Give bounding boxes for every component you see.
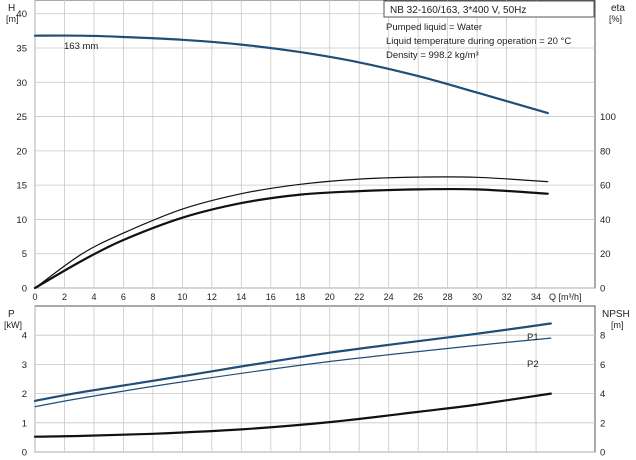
bottom-plot-area (34, 305, 596, 453)
bottom-right-tick-label: 0 (600, 448, 605, 459)
x-tick-label: 0 (32, 292, 37, 302)
top-left-axis-label-unit: [m] (6, 14, 19, 24)
x-tick-label: 10 (177, 292, 187, 302)
top-series-line-2 (33, 187, 549, 290)
top-series-line-1 (34, 176, 549, 289)
bottom-left-tick-label: 3 (22, 360, 27, 371)
top-right-tick-label: 60 (600, 181, 611, 192)
bottom-right-tick-label: 2 (600, 418, 605, 429)
x-tick-label: 28 (443, 292, 453, 302)
bottom-right-axis-label-unit: [m] (611, 320, 624, 330)
series-label-p2: P2 (527, 359, 539, 370)
top-series-line-0 (33, 34, 549, 115)
bottom-grid (34, 306, 595, 453)
x-tick-label: 16 (266, 292, 276, 302)
x-tick-label: 24 (384, 292, 394, 302)
top-grid (34, 0, 595, 289)
top-left-tick-label: 0 (22, 284, 27, 295)
x-tick-label: 8 (150, 292, 155, 302)
info-line-temperature: Liquid temperature during operation = 20… (386, 36, 571, 47)
x-tick-label: 18 (295, 292, 305, 302)
top-right-tick-label: 100 (600, 112, 616, 123)
top-right-tick-label: 40 (600, 215, 611, 226)
series-label-p1: P1 (527, 332, 539, 343)
top-series (33, 34, 549, 290)
top-left-axis-label-symbol: H (8, 3, 15, 14)
chart-title: NB 32-160/163, 3*400 V, 50Hz (390, 5, 526, 16)
bottom-left-tick-label: 0 (22, 448, 27, 459)
bottom-left-axis-label-unit: [kW] (4, 320, 22, 330)
x-tick-label: 4 (91, 292, 96, 302)
bottom-series (33, 322, 552, 438)
x-tick-label: 12 (207, 292, 217, 302)
x-tick-label: 6 (121, 292, 126, 302)
info-line-pumped-liquid: Pumped liquid = Water (386, 22, 482, 33)
top-left-tick-label: 25 (16, 112, 27, 123)
bottom-series-line-2 (33, 392, 552, 438)
top-right-tick-label: 20 (600, 249, 611, 260)
top-right-tick-label: 80 (600, 146, 611, 157)
top-left-tick-label: 15 (16, 181, 27, 192)
bottom-left-axis-label-symbol: P (8, 309, 15, 320)
top-left-tick-label: 35 (16, 44, 27, 55)
bottom-right-axis-label-symbol: NPSH (602, 309, 630, 320)
bottom-series-line-0 (33, 322, 552, 402)
x-tick-label: 30 (472, 292, 482, 302)
top-left-tick-label: 20 (16, 146, 27, 157)
x-tick-label: 26 (413, 292, 423, 302)
top-left-tick-label: 5 (22, 249, 27, 260)
x-tick-label: 2 (62, 292, 67, 302)
x-tick-label: 14 (236, 292, 246, 302)
title-box (383, 0, 595, 18)
top-left-tick-label: 10 (16, 215, 27, 226)
x-tick-label: 22 (354, 292, 364, 302)
series-label-163mm: 163 mm (64, 41, 98, 52)
top-right-axis-label-symbol: eta (611, 3, 625, 14)
info-line-density: Density = 998.2 kg/m³ (386, 50, 479, 61)
bottom-ticks: 0 1 2 3 4 0 2 4 6 8 (22, 331, 606, 459)
top-left-tick-label: 40 (16, 9, 27, 20)
bottom-right-tick-label: 6 (600, 360, 605, 371)
bottom-left-tick-label: 1 (22, 418, 27, 429)
top-ticks: 0 2 4 6 8 10 12 14 16 18 20 22 24 26 28 30 32 34051015202… (16, 9, 615, 302)
top-right-tick-label: 0 (600, 284, 605, 295)
bottom-series-line-1 (34, 337, 552, 408)
bottom-left-tick-label: 4 (22, 331, 27, 342)
bottom-right-tick-label: 4 (600, 389, 605, 400)
bottom-left-tick-label: 2 (22, 389, 27, 400)
x-tick-label: 32 (502, 292, 512, 302)
x-tick-label: 20 (325, 292, 335, 302)
bottom-right-tick-label: 8 (600, 331, 605, 342)
x-tick-label: 34 (531, 292, 541, 302)
x-axis-label: Q [m³/h] (549, 292, 582, 302)
top-right-axis-label-unit: [%] (609, 14, 622, 24)
top-left-tick-label: 30 (16, 78, 27, 89)
